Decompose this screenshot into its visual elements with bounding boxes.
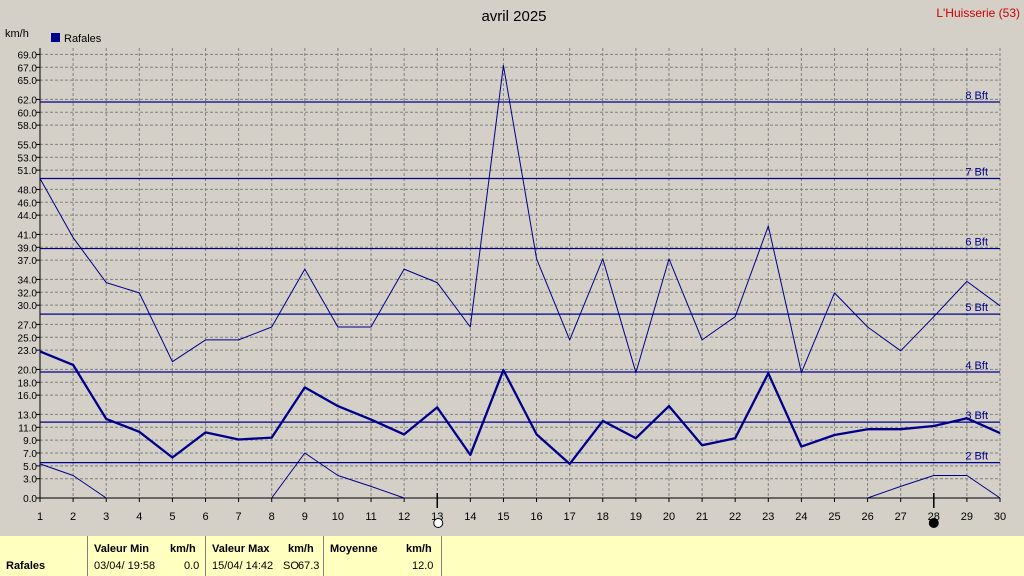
y-tick-label: 69.0 [18, 50, 38, 61]
y-tick-label: 51.0 [18, 166, 38, 177]
x-tick-label: 17 [564, 511, 576, 523]
x-tick-label: 23 [762, 511, 774, 523]
y-tick-label: 30.0 [18, 301, 38, 312]
beaufort-label: 7 Bft [965, 167, 988, 179]
y-axis-unit: km/h [5, 28, 29, 40]
max-header: Valeur Max [212, 543, 270, 555]
x-tick-label: 6 [202, 511, 208, 523]
y-tick-label: 32.0 [18, 288, 38, 299]
x-tick-label: 21 [696, 511, 708, 523]
max-unit: km/h [288, 543, 314, 555]
y-tick-label: 5.0 [23, 462, 37, 473]
x-tick-label: 22 [729, 511, 741, 523]
chart-title: avril 2025 [481, 8, 546, 25]
x-tick-label: 16 [530, 511, 542, 523]
legend-label: Rafales [64, 33, 102, 45]
y-tick-label: 25.0 [18, 333, 38, 344]
max-direction: SO [283, 560, 299, 572]
stats-footer: Rafales Valeur Min km/h 03/04/ 19:58 0.0… [0, 536, 1024, 576]
x-tick-label: 20 [663, 511, 675, 523]
beaufort-label: 6 Bft [965, 237, 988, 249]
beaufort-label: 8 Bft [965, 90, 988, 102]
y-tick-label: 27.0 [18, 320, 38, 331]
y-tick-label: 41.0 [18, 230, 38, 241]
x-tick-label: 19 [630, 511, 642, 523]
x-tick-label: 10 [332, 511, 344, 523]
beaufort-label: 2 Bft [965, 451, 988, 463]
y-tick-label: 0.0 [23, 494, 37, 505]
y-tick-label: 37.0 [18, 256, 38, 267]
series-line-average [39, 350, 1001, 466]
y-tick-label: 65.0 [18, 76, 38, 87]
y-tick-label: 7.0 [23, 449, 37, 460]
x-tick-label: 1 [37, 511, 43, 523]
y-tick-label: 11.0 [18, 423, 37, 434]
plot-background [40, 48, 1000, 498]
x-tick-label: 9 [302, 511, 308, 523]
min-datetime: 03/04/ 19:58 [94, 560, 156, 572]
x-tick-label: 8 [269, 511, 275, 523]
x-tick-label: 7 [236, 511, 242, 523]
min-header: Valeur Min [94, 543, 150, 555]
new-moon-icon [928, 518, 939, 528]
x-tick-label: 4 [136, 511, 142, 523]
footer-separator [323, 536, 324, 576]
y-tick-label: 46.0 [18, 198, 38, 209]
y-tick-label: 67.0 [18, 63, 38, 74]
max-datetime: 15/04/ 14:42 [212, 560, 274, 572]
x-tick-label: 14 [464, 511, 476, 523]
series-line-max [39, 64, 1001, 374]
x-tick-label: 29 [961, 511, 973, 523]
x-tick-label: 3 [103, 511, 109, 523]
x-tick-label: 27 [895, 511, 907, 523]
min-value: 0.0 [184, 560, 200, 572]
series-line-min [867, 475, 1001, 499]
series-line-min [39, 463, 107, 499]
station-name: L'Huisserie (53) [936, 6, 1020, 20]
plot-area: 0.0 3.0 5.0 7.0 9.0 11.0 13.0 16.0 18.0 20.0 23.0 2… [18, 48, 1006, 528]
y-tick-label: 13.0 [18, 410, 38, 421]
footer-separator [205, 536, 206, 576]
y-tick-label: 55.0 [18, 140, 38, 151]
x-tick-label: 30 [994, 511, 1006, 523]
x-tick-label: 5 [169, 511, 175, 523]
x-tick-label: 2 [70, 511, 76, 523]
y-tick-label: 58.0 [18, 121, 38, 132]
x-tick-label: 24 [795, 511, 807, 523]
y-tick-label: 16.0 [18, 391, 38, 402]
legend-swatch [51, 33, 60, 42]
footer-separator [441, 536, 442, 576]
x-tick-label: 15 [497, 511, 509, 523]
x-tick-label: 18 [597, 511, 609, 523]
wind-gust-chart: avril 2025 L'Huisserie (53) km/h Rafales… [5, 6, 1020, 528]
footer-series-label: Rafales [6, 560, 46, 572]
y-tick-label: 39.0 [18, 243, 38, 254]
beaufort-label: 4 Bft [965, 360, 988, 372]
avg-value: 12.0 [412, 560, 434, 572]
y-tick-label: 60.0 [18, 108, 38, 119]
y-tick-label: 18.0 [18, 378, 38, 389]
y-tick-label: 48.0 [18, 185, 38, 196]
footer-separator [87, 536, 88, 576]
x-tick-label: 11 [365, 511, 376, 523]
x-tick-label: 26 [861, 511, 873, 523]
y-tick-label: 3.0 [23, 475, 37, 486]
y-tick-label: 62.0 [18, 95, 38, 106]
avg-unit: km/h [406, 543, 432, 555]
full-moon-icon [433, 518, 444, 528]
min-unit: km/h [170, 543, 196, 555]
x-tick-label: 25 [828, 511, 840, 523]
y-tick-label: 53.0 [18, 153, 38, 164]
y-tick-label: 44.0 [18, 211, 38, 222]
series-line-min [271, 452, 405, 499]
y-tick-label: 20.0 [18, 365, 38, 376]
avg-header: Moyenne [330, 543, 378, 555]
beaufort-label: 5 Bft [965, 302, 988, 314]
y-tick-label: 23.0 [18, 346, 38, 357]
max-value: 67.3 [298, 560, 320, 572]
y-tick-label: 9.0 [23, 436, 37, 447]
y-tick-label: 34.0 [18, 275, 38, 286]
x-tick-label: 12 [398, 511, 410, 523]
